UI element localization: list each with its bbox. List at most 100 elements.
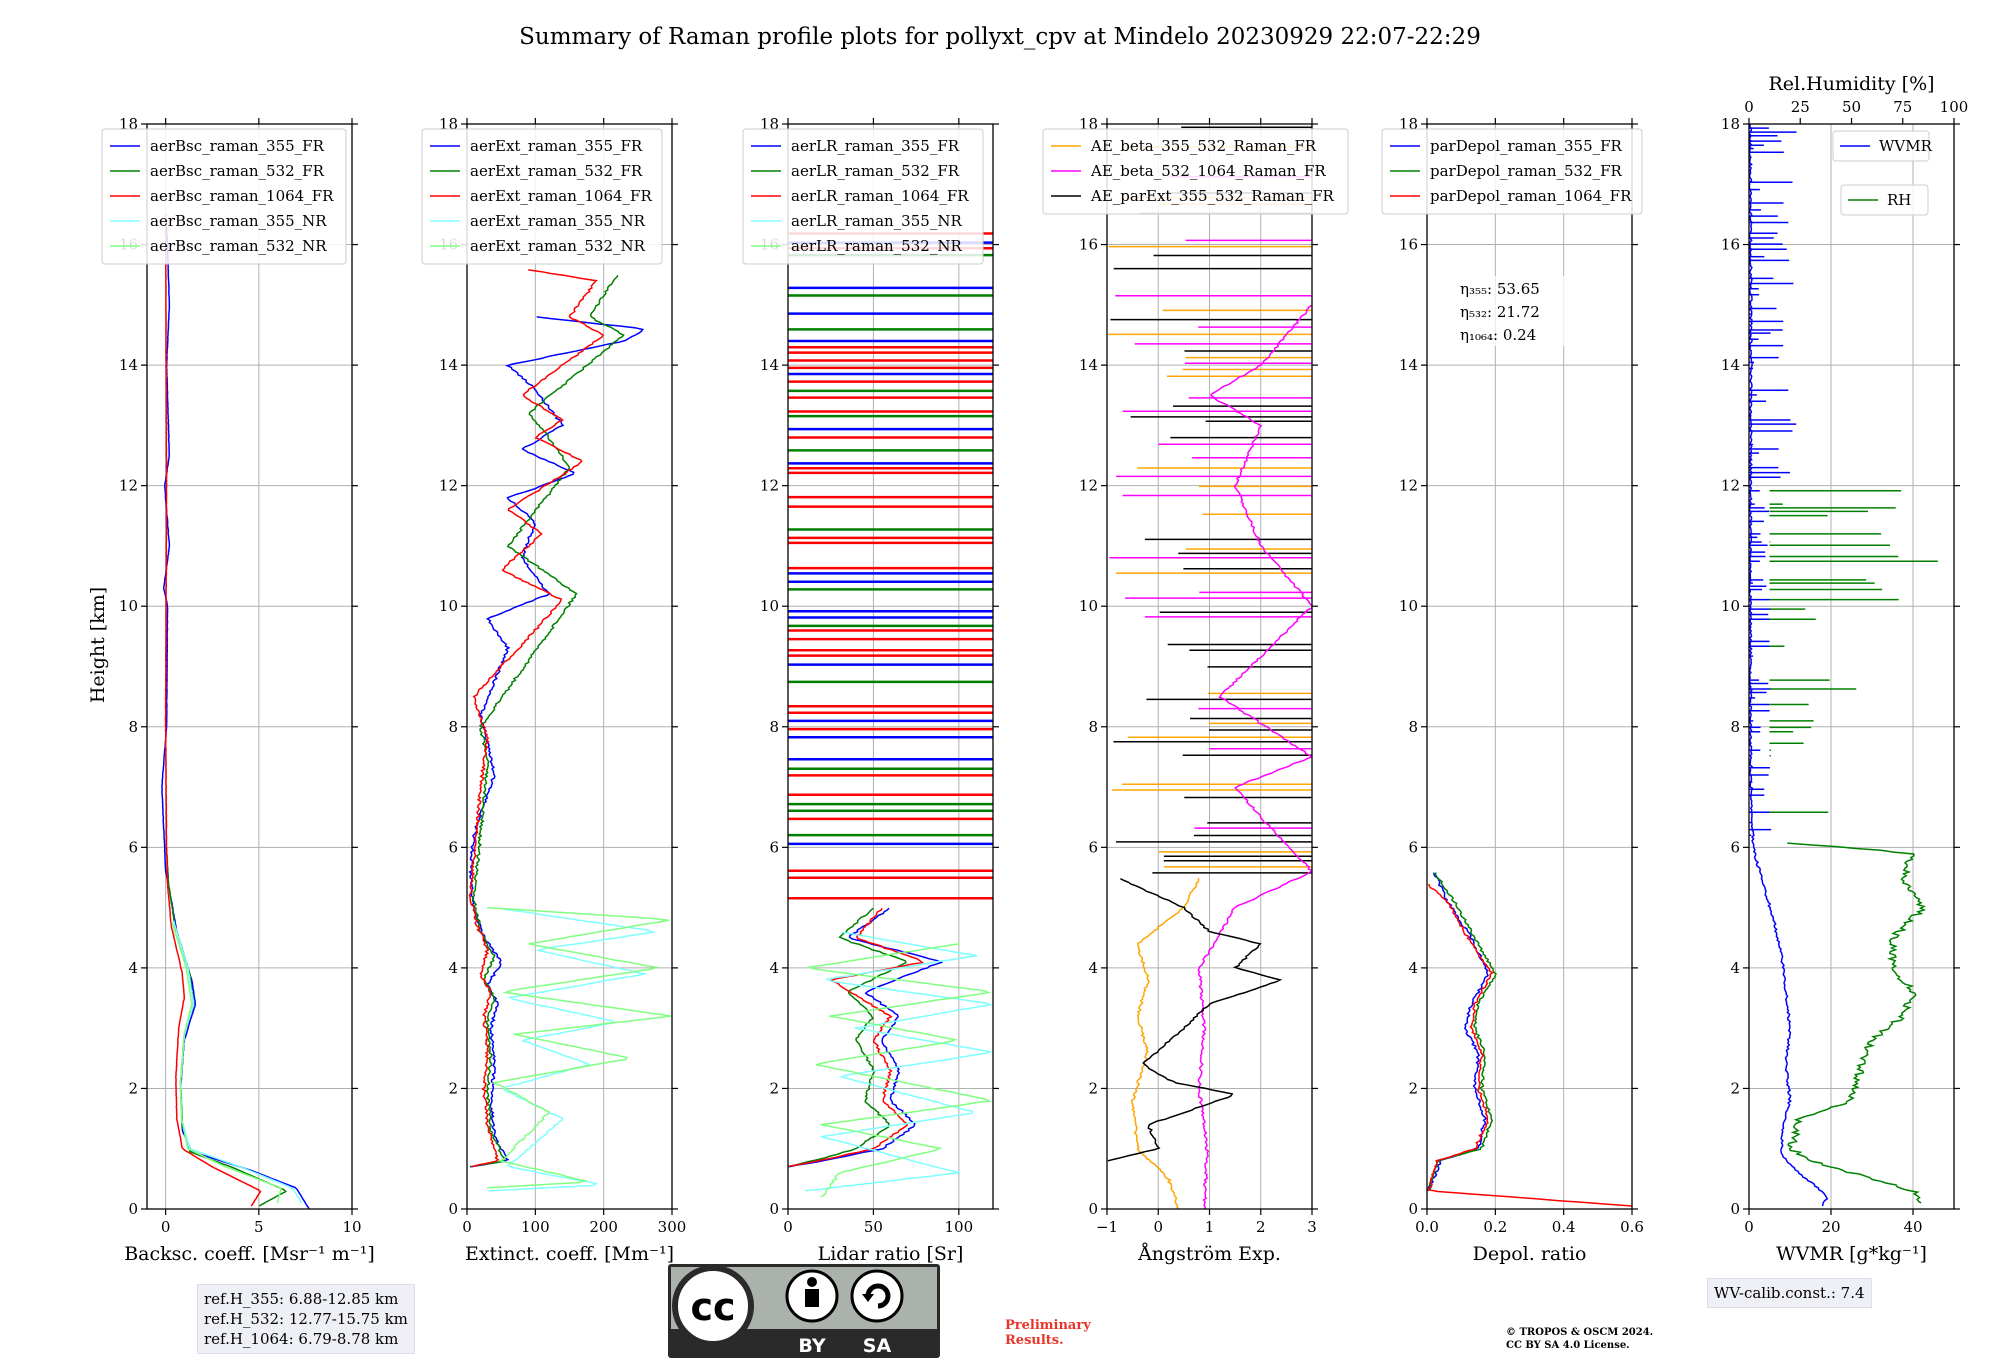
legend-label: parDepol_raman_1064_FR [1430, 187, 1632, 205]
y-tick-label: 6 [1088, 838, 1098, 856]
x-tick-label: 20 [1821, 1218, 1840, 1236]
cc-sa-label: SA [863, 1335, 892, 1357]
x-tick-label: 200 [589, 1218, 618, 1236]
y-tick-label: 14 [1079, 356, 1098, 374]
x-axis-label: WVMR [g*kg⁻¹] [1776, 1243, 1927, 1265]
series-line-aerExt_raman_532_FR [470, 274, 625, 1168]
legend-label: aerBsc_raman_355_FR [150, 137, 325, 155]
x-tick-label: 0.6 [1620, 1218, 1644, 1236]
share-alike-icon [850, 1269, 904, 1323]
x-tick-label: 0.4 [1552, 1218, 1576, 1236]
legend[interactable]: AE_beta_355_532_Raman_FR AE_beta_532_1064… [1042, 128, 1349, 215]
y-tick-label: 2 [769, 1079, 779, 1097]
y-tick-label: 4 [448, 959, 458, 977]
series-line-aerLR_raman_1064_FR [788, 907, 925, 1168]
series-line-AE_beta_532_1064_Raman_FR [1197, 304, 1312, 1209]
legend-label: aerBsc_raman_532_NR [150, 237, 327, 255]
y-tick-label: 12 [1721, 477, 1740, 495]
series-line-aerLR_raman_355_FR [788, 907, 944, 1168]
axes-frame [146, 123, 353, 1210]
wv-calibration-text: WV-calib.const.: 7.4 [1714, 1284, 1865, 1302]
y-tick-label: 12 [119, 477, 138, 495]
plot-area [161, 214, 310, 1209]
x2-axis-label: Rel.Humidity [%] [1768, 73, 1934, 95]
plot-area [1749, 124, 1938, 1207]
y-tick-label: 16 [1399, 236, 1418, 254]
series-line-aerExt_raman_355_FR [468, 316, 645, 1168]
eta-annotation: η₅₃₂: 21.72 [1460, 303, 1540, 321]
legend[interactable]: aerExt_raman_355_FR aerExt_raman_532_FRae… [421, 128, 663, 265]
preliminary-results-note: Preliminary Results. [1005, 1318, 1091, 1348]
y-tick-label: 8 [1088, 718, 1098, 736]
figure-title: Summary of Raman profile plots for polly… [519, 24, 1481, 50]
y-tick-label: 4 [769, 959, 779, 977]
y-tick-label: 4 [1730, 959, 1740, 977]
series-line-aerExt_raman_1064_FR [468, 269, 604, 1168]
y-tick-label: 14 [1721, 356, 1740, 374]
series-line-aerBsc_raman_532_FR [165, 847, 287, 1207]
y-tick-label: 10 [119, 597, 138, 615]
legend-frame [1840, 184, 1929, 216]
y-tick-label: 14 [1399, 356, 1418, 374]
ref-height-355: ref.H_355: 6.88-12.85 km [204, 1290, 399, 1308]
y-tick-label: 10 [1079, 597, 1098, 615]
axes-frame [787, 123, 994, 1210]
cc-license-badge[interactable]: cc BY SA [668, 1264, 940, 1358]
copyright-note: © TROPOS & OSCM 2024. CC BY SA 4.0 Licen… [1506, 1326, 1653, 1352]
x2-tick-label: 25 [1791, 98, 1810, 116]
y-tick-label: 16 [1079, 236, 1098, 254]
series-line-aerLR_raman_532_FR [788, 907, 907, 1168]
legend-wvmr[interactable]: WVMR [1832, 130, 1933, 162]
preliminary-line-1: Preliminary [1005, 1318, 1091, 1333]
legend-label: aerLR_raman_532_NR [791, 237, 962, 255]
y-tick-label: 10 [1721, 597, 1740, 615]
panel-bsc: 0246810121416180510Backsc. coeff. [Msr⁻¹… [101, 115, 375, 1265]
legend[interactable]: aerLR_raman_355_FR aerLR_raman_532_FR aerL… [742, 128, 984, 265]
legend-label: AE_beta_532_1064_Raman_FR [1090, 162, 1326, 180]
x2-tick-label: 50 [1842, 98, 1861, 116]
legend-label: aerExt_raman_532_NR [470, 237, 646, 255]
x-tick-label: 0 [1153, 1218, 1163, 1236]
series-line-aerBsc_raman_1064_FR [164, 214, 262, 1207]
series-line-parDepol_raman_532_FR [1427, 872, 1497, 1192]
x2-tick-label: 0 [1744, 98, 1754, 116]
plot-area [788, 232, 993, 1198]
y-tick-label: 10 [760, 597, 779, 615]
legend-frame [101, 128, 347, 265]
legend[interactable]: parDepol_raman_355_FR parDepol_raman_532_… [1381, 128, 1643, 215]
series-line-AE_beta_355_532_Raman_FR [1130, 877, 1200, 1209]
series-line-aerExt_raman_355_NR [488, 908, 656, 1192]
x-axis-label: Backsc. coeff. [Msr⁻¹ m⁻¹] [124, 1243, 375, 1265]
annotation-background [1456, 276, 1570, 346]
legend-frame [421, 128, 663, 265]
y-tick-label: 6 [769, 838, 779, 856]
x-tick-label: 0 [783, 1218, 793, 1236]
legend-label: aerBsc_raman_532_FR [150, 162, 325, 180]
y-tick-label: 0 [448, 1200, 458, 1218]
legend-rh[interactable]: RH [1840, 184, 1929, 216]
legend-label: aerExt_raman_532_FR [470, 162, 643, 180]
y-tick-label: 2 [128, 1079, 138, 1097]
legend[interactable]: aerBsc_raman_355_FR aerBsc_raman_532_FRae… [101, 128, 347, 265]
attribution-icon [785, 1269, 839, 1323]
x-tick-label: 3 [1307, 1218, 1317, 1236]
y-tick-label: 14 [760, 356, 779, 374]
legend-frame [1381, 128, 1643, 215]
y-tick-label: 2 [448, 1079, 458, 1097]
y-tick-label: 4 [1088, 959, 1098, 977]
legend-label: AE_parExt_355_532_Raman_FR [1090, 187, 1335, 205]
x-tick-label: 0 [462, 1218, 472, 1236]
y-tick-label: 12 [1079, 477, 1098, 495]
x-axis-label: Ångström Exp. [1137, 1243, 1281, 1265]
series-line-aerBsc_raman_532_NR [170, 920, 282, 1204]
y-axis-label: Height [km] [87, 587, 109, 703]
y-tick-label: 16 [1721, 236, 1740, 254]
y-tick-label: 14 [439, 356, 458, 374]
panel-ext: 0246810121416180100200300Extinct. coeff.… [421, 115, 686, 1265]
x-tick-label: 40 [1903, 1218, 1922, 1236]
ref-height-1064: ref.H_1064: 6.79-8.78 km [204, 1330, 399, 1348]
y-tick-label: 8 [128, 718, 138, 736]
y-tick-label: 12 [760, 477, 779, 495]
